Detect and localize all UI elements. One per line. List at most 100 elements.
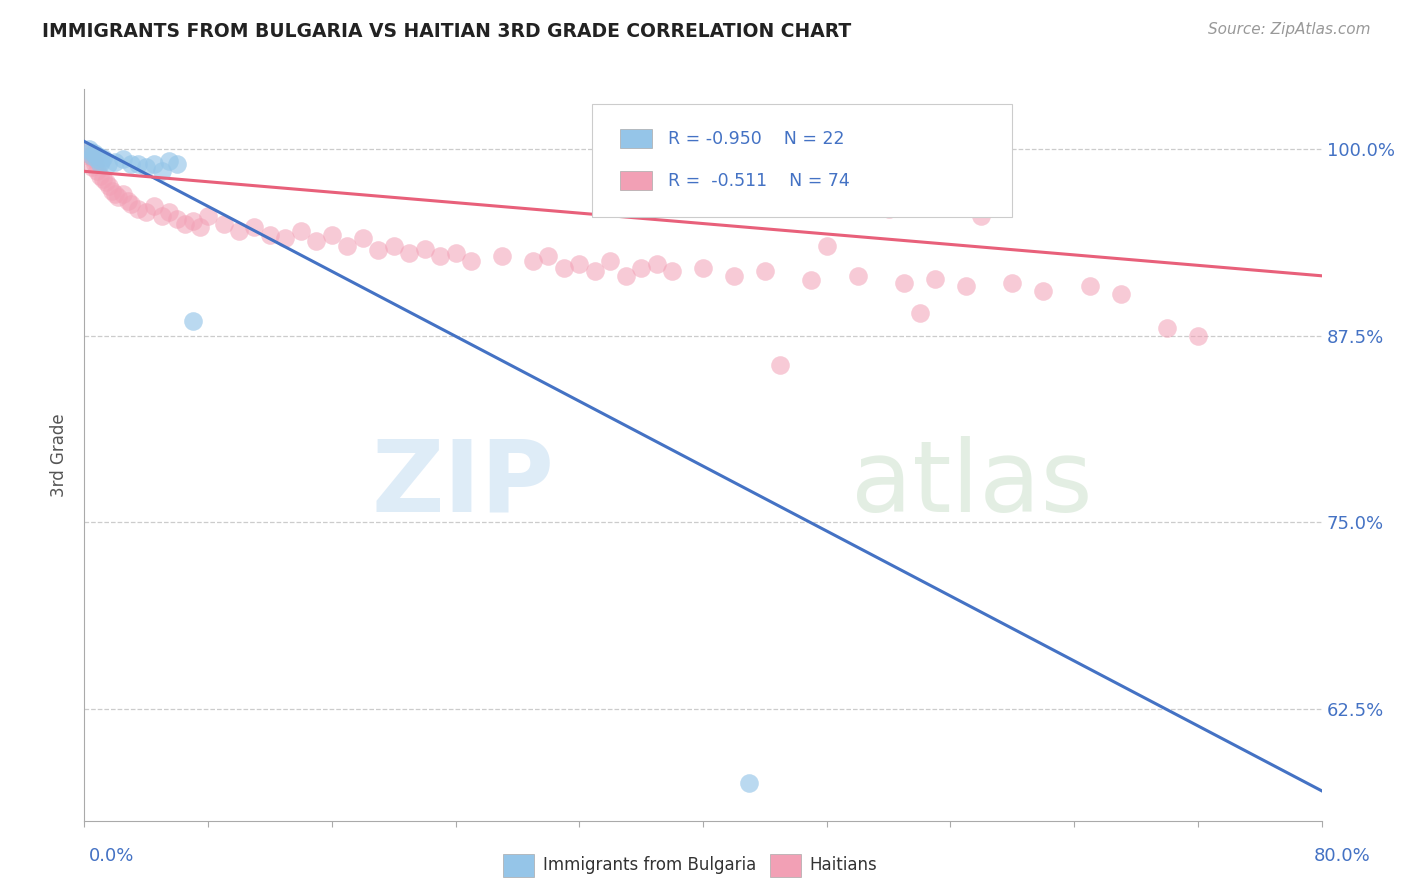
Text: ZIP: ZIP (371, 435, 554, 533)
Point (159, 204, 181, 219)
Point (76, 145, 98, 159)
Point (336, 239, 359, 253)
Point (630, 261, 652, 276)
Point (83, 146, 105, 161)
Point (84, 148, 107, 162)
Point (924, 272, 946, 286)
Point (537, 249, 560, 263)
Point (243, 219, 266, 234)
Point (166, 212, 188, 227)
Point (274, 231, 297, 245)
Point (692, 261, 714, 276)
Text: R =  -0.511    N = 74: R = -0.511 N = 74 (668, 171, 851, 190)
Text: IMMIGRANTS FROM BULGARIA VS HAITIAN 3RD GRADE CORRELATION CHART: IMMIGRANTS FROM BULGARIA VS HAITIAN 3RD … (42, 22, 852, 41)
Point (87, 149, 110, 163)
Point (800, 273, 823, 287)
Point (91, 171, 114, 186)
Point (723, 268, 745, 283)
Point (97, 157, 120, 171)
FancyBboxPatch shape (620, 129, 652, 148)
Point (645, 257, 668, 271)
Point (352, 231, 374, 245)
Point (104, 155, 127, 169)
Point (460, 253, 482, 268)
Point (89, 169, 111, 183)
Point (614, 268, 637, 283)
Point (82, 149, 104, 163)
FancyBboxPatch shape (620, 171, 652, 190)
Point (893, 277, 915, 291)
Point (120, 157, 142, 171)
Point (112, 153, 135, 167)
Point (89, 157, 111, 171)
Point (1109, 286, 1132, 301)
Point (553, 261, 575, 276)
Point (128, 202, 150, 216)
Point (382, 239, 405, 253)
Point (754, 264, 776, 278)
Point (568, 257, 591, 271)
Point (128, 157, 150, 171)
Point (877, 202, 900, 216)
Point (769, 359, 792, 373)
Point (143, 199, 166, 213)
Point (367, 244, 389, 258)
Point (181, 213, 204, 227)
Point (583, 264, 606, 278)
Text: Source: ZipAtlas.com: Source: ZipAtlas.com (1208, 22, 1371, 37)
Point (135, 160, 157, 174)
Point (908, 306, 931, 320)
Point (1001, 277, 1024, 291)
Point (661, 264, 683, 278)
Point (212, 217, 235, 231)
Point (188, 219, 212, 234)
Point (491, 249, 513, 263)
Point (77, 149, 100, 163)
Point (305, 235, 328, 249)
Text: R = -0.950    N = 22: R = -0.950 N = 22 (668, 130, 845, 148)
Point (84, 157, 107, 171)
Point (104, 186, 127, 201)
Point (135, 204, 157, 219)
Text: Immigrants from Bulgaria: Immigrants from Bulgaria (543, 856, 756, 874)
Point (599, 253, 621, 268)
Point (413, 242, 436, 256)
Text: atlas: atlas (852, 435, 1092, 533)
Point (107, 189, 129, 203)
Point (166, 157, 188, 171)
Point (398, 246, 420, 260)
Text: 80.0%: 80.0% (1315, 847, 1371, 865)
Point (120, 197, 142, 211)
Point (101, 184, 124, 198)
Point (1187, 328, 1209, 343)
Point (290, 224, 312, 238)
Text: Haitians: Haitians (810, 856, 877, 874)
Point (846, 268, 869, 283)
Point (90, 153, 112, 168)
Y-axis label: 3rd Grade: 3rd Grade (51, 413, 69, 497)
Point (83, 153, 105, 167)
Point (82, 160, 104, 174)
Point (86, 153, 108, 167)
Point (159, 153, 181, 168)
Point (94, 175, 117, 189)
FancyBboxPatch shape (592, 103, 1012, 218)
Point (228, 224, 250, 238)
Point (321, 228, 343, 243)
Point (112, 186, 135, 201)
Point (91, 151, 114, 165)
Point (970, 209, 993, 223)
Point (522, 253, 544, 268)
Point (197, 209, 219, 223)
Point (143, 157, 166, 171)
Point (1156, 321, 1178, 335)
Point (1032, 284, 1054, 298)
Point (98, 179, 121, 194)
Point (86, 164, 108, 178)
Point (150, 164, 173, 178)
Point (117, 194, 139, 209)
Point (150, 209, 173, 223)
Point (181, 313, 204, 327)
Point (79, 148, 101, 162)
Point (815, 239, 838, 253)
